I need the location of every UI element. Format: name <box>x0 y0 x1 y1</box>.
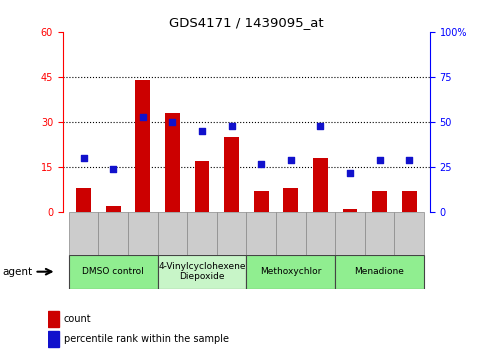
Bar <box>187 212 217 255</box>
Bar <box>128 212 157 255</box>
Bar <box>335 255 424 289</box>
Bar <box>246 212 276 255</box>
Point <box>316 123 324 129</box>
Bar <box>246 255 335 289</box>
Point <box>109 166 117 172</box>
Point <box>80 155 87 161</box>
Bar <box>284 188 298 212</box>
Bar <box>157 212 187 255</box>
Text: 4-Vinylcyclohexene
Diepoxide: 4-Vinylcyclohexene Diepoxide <box>158 262 246 281</box>
Point <box>376 157 384 163</box>
Bar <box>48 311 58 327</box>
Bar <box>342 210 357 212</box>
Bar <box>48 331 58 347</box>
Bar <box>195 161 209 212</box>
Text: Menadione: Menadione <box>355 267 404 276</box>
Text: agent: agent <box>2 267 33 277</box>
Bar <box>402 191 416 212</box>
Text: Methoxychlor: Methoxychlor <box>260 267 321 276</box>
Point <box>169 119 176 125</box>
Bar <box>335 212 365 255</box>
Bar <box>165 113 180 212</box>
Point <box>257 161 265 166</box>
Point <box>346 170 354 176</box>
Bar <box>99 212 128 255</box>
Title: GDS4171 / 1439095_at: GDS4171 / 1439095_at <box>169 16 324 29</box>
Bar <box>135 80 150 212</box>
Bar <box>372 191 387 212</box>
Point <box>139 114 146 120</box>
Bar <box>276 212 306 255</box>
Bar <box>69 212 99 255</box>
Bar <box>224 137 239 212</box>
Bar <box>365 212 394 255</box>
Bar <box>313 158 328 212</box>
Point <box>287 157 295 163</box>
Text: count: count <box>64 314 91 324</box>
Bar <box>306 212 335 255</box>
Bar <box>76 188 91 212</box>
Bar <box>254 191 269 212</box>
Point <box>198 129 206 134</box>
Point <box>227 123 235 129</box>
Bar <box>106 206 121 212</box>
Bar <box>157 255 246 289</box>
Text: DMSO control: DMSO control <box>82 267 144 276</box>
Bar <box>69 255 157 289</box>
Text: percentile rank within the sample: percentile rank within the sample <box>64 334 229 344</box>
Bar <box>217 212 246 255</box>
Bar <box>394 212 424 255</box>
Point <box>405 157 413 163</box>
